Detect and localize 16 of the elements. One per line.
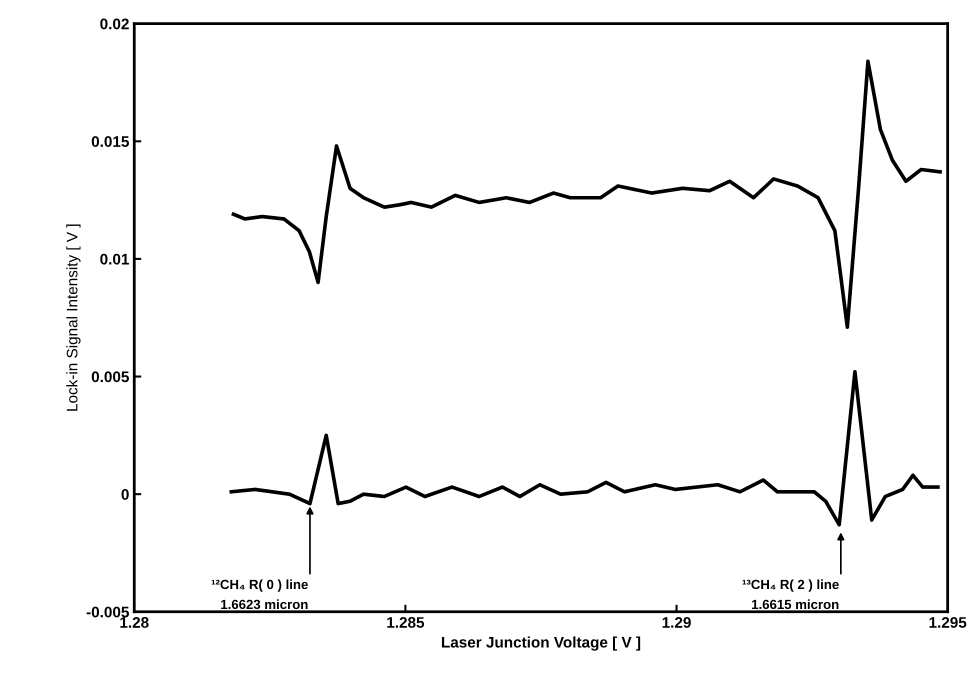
- y-tick-label: 0: [122, 489, 129, 500]
- line-series: [232, 59, 942, 329]
- y-tick-label: 0.01: [100, 254, 129, 265]
- x-tick-label: 1.29: [662, 617, 691, 628]
- x-tick-label: 1.285: [387, 617, 424, 628]
- y-tick-label: 0.005: [92, 371, 129, 382]
- y-tick-label: -0.005: [86, 606, 129, 618]
- x-tick-label: 1.295: [930, 617, 966, 628]
- x-tick-label: 1.28: [120, 617, 149, 628]
- annotation: ¹²CH₄ R( 0 ) line 1.6623 micron: [212, 579, 308, 610]
- x-axis-title: Laser Junction Voltage [ V ]: [442, 636, 640, 651]
- y-tick-label: 0.02: [100, 18, 129, 30]
- line-series: [230, 370, 940, 527]
- y-axis-title: Lock-in Signal Intensity [ V ]: [66, 224, 81, 411]
- y-tick-label: 0.015: [92, 136, 129, 147]
- annotation: ¹³CH₄ R( 2 ) line 1.6615 micron: [742, 579, 839, 610]
